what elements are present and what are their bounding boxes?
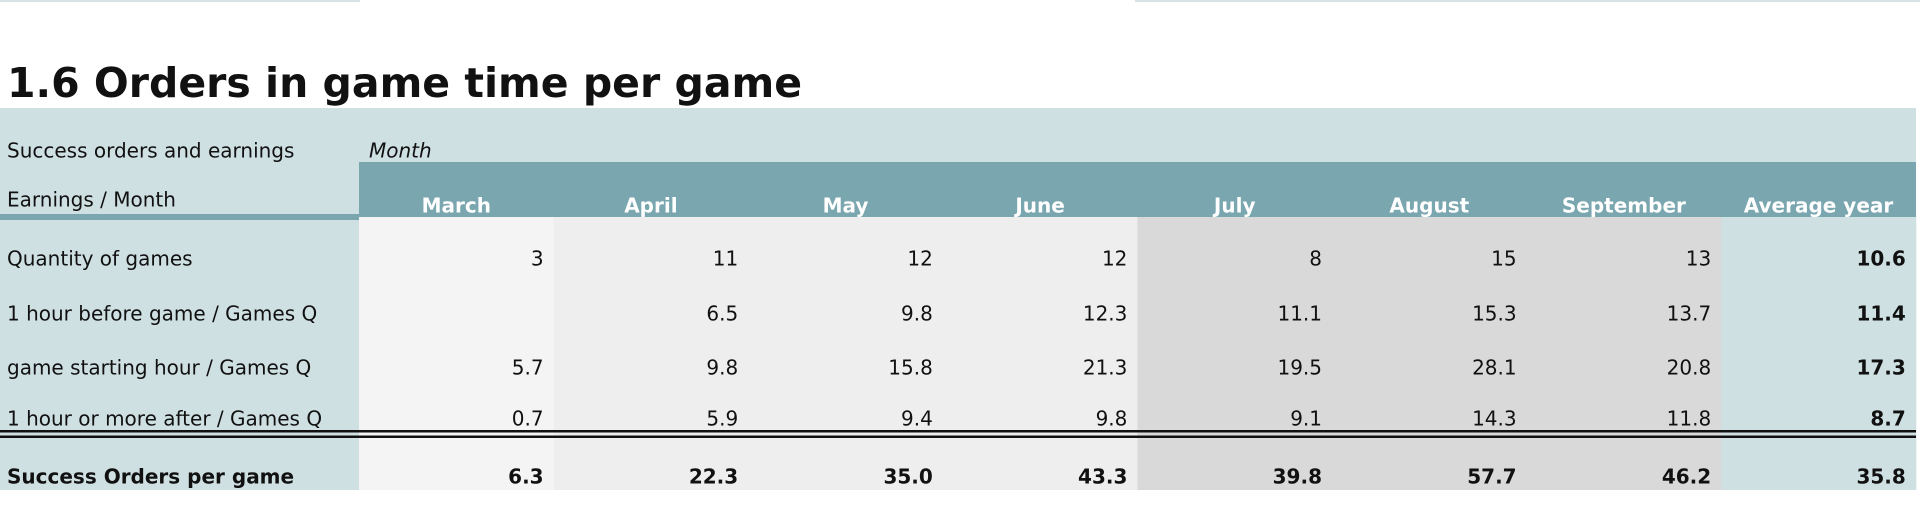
cell: 9.8 bbox=[706, 356, 738, 380]
cell: 11 bbox=[713, 247, 738, 271]
group-header: Month bbox=[369, 139, 432, 163]
cell: 9.8 bbox=[1096, 407, 1128, 431]
cell: 9.8 bbox=[901, 302, 933, 326]
column-header: June bbox=[1013, 194, 1064, 218]
column-header: August bbox=[1389, 194, 1469, 218]
cell: 19.5 bbox=[1277, 356, 1322, 380]
total-cell: 57.7 bbox=[1467, 465, 1516, 489]
total-cell: 35.0 bbox=[883, 465, 932, 489]
corner-label: Success orders and earnings bbox=[7, 139, 294, 163]
cell: 12 bbox=[1102, 247, 1127, 271]
title: 1.6 Orders in game time per game bbox=[7, 59, 802, 107]
cell: 13.7 bbox=[1667, 302, 1712, 326]
column-header: March bbox=[422, 194, 491, 218]
cell: 17.3 bbox=[1856, 356, 1905, 380]
column-bg bbox=[942, 217, 1138, 490]
total-cell: 46.2 bbox=[1662, 465, 1711, 489]
column-header: July bbox=[1212, 194, 1256, 218]
top-edge bbox=[0, 0, 360, 2]
cell: 3 bbox=[531, 247, 544, 271]
cell: 0.7 bbox=[512, 407, 544, 431]
cell: 15.3 bbox=[1472, 302, 1517, 326]
cell: 5.7 bbox=[512, 356, 544, 380]
total-cell: 43.3 bbox=[1078, 465, 1127, 489]
column-bg bbox=[1332, 217, 1528, 490]
double-rule bbox=[0, 430, 1916, 433]
row-label: 1 hour before game / Games Q bbox=[7, 302, 317, 326]
cell: 15 bbox=[1491, 247, 1516, 271]
cell: 21.3 bbox=[1083, 356, 1128, 380]
total-cell: 22.3 bbox=[689, 465, 738, 489]
column-bg bbox=[1526, 217, 1722, 490]
column-bg bbox=[748, 217, 944, 490]
cell: 5.9 bbox=[706, 407, 738, 431]
total-cell: 35.8 bbox=[1856, 465, 1905, 489]
header-band bbox=[359, 162, 1916, 217]
total-label: Success Orders per game bbox=[7, 465, 294, 489]
cell: 12.3 bbox=[1083, 302, 1128, 326]
cell: 9.1 bbox=[1290, 407, 1322, 431]
cell: 11.8 bbox=[1667, 407, 1712, 431]
double-rule bbox=[0, 435, 1916, 438]
total-cell: 39.8 bbox=[1273, 465, 1322, 489]
top-edge bbox=[1135, 0, 1920, 2]
corner-rule bbox=[0, 214, 359, 220]
cell: 11.4 bbox=[1856, 302, 1905, 326]
column-bg bbox=[1721, 217, 1917, 490]
cell: 10.6 bbox=[1856, 247, 1905, 271]
corner-label: Earnings / Month bbox=[7, 188, 176, 212]
cell: 8 bbox=[1309, 247, 1322, 271]
row-label: 1 hour or more after / Games Q bbox=[7, 407, 322, 431]
cell: 11.1 bbox=[1277, 302, 1322, 326]
row-label: Quantity of games bbox=[7, 247, 193, 271]
column-header: May bbox=[823, 194, 869, 218]
total-cell: 6.3 bbox=[508, 465, 543, 489]
cell: 6.5 bbox=[706, 302, 738, 326]
column-header: September bbox=[1562, 194, 1686, 218]
cell: 12 bbox=[907, 247, 932, 271]
cell: 8.7 bbox=[1870, 407, 1905, 431]
cell: 9.4 bbox=[901, 407, 933, 431]
column-bg bbox=[1137, 217, 1333, 490]
row-label: game starting hour / Games Q bbox=[7, 356, 311, 380]
column-header: April bbox=[624, 194, 677, 218]
cell: 28.1 bbox=[1472, 356, 1517, 380]
column-header: Average year bbox=[1744, 194, 1894, 218]
cell: 15.8 bbox=[888, 356, 933, 380]
column-bg bbox=[553, 217, 749, 490]
cell: 20.8 bbox=[1667, 356, 1712, 380]
column-bg bbox=[359, 217, 555, 490]
cell: 13 bbox=[1686, 247, 1711, 271]
cell: 14.3 bbox=[1472, 407, 1517, 431]
